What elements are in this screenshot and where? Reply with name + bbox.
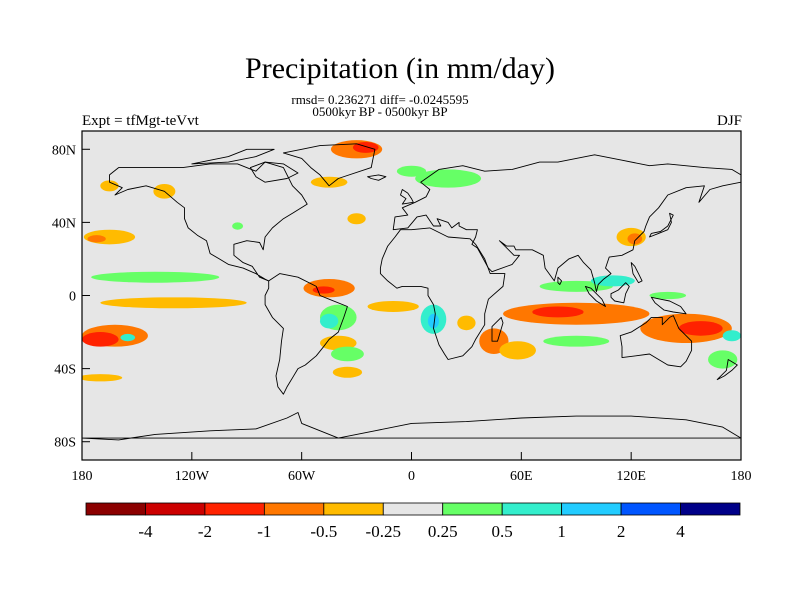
- season-label: DJF: [716, 113, 742, 129]
- anomaly-s-africa-neg: [457, 315, 476, 331]
- anomaly-layer: [82, 140, 741, 382]
- anomaly-trop-pac-pos: [91, 271, 220, 283]
- x-tick-label: 60E: [510, 469, 533, 484]
- anomaly-sw-pac-pos: [722, 330, 741, 342]
- coastline-africa: [379, 227, 506, 360]
- colorbar-label: 0.25: [428, 522, 458, 541]
- anomaly-trop-pac-neg: [100, 297, 247, 309]
- coastline-japan: [649, 212, 674, 238]
- longitude-axis: 180 120W 60W 0 60E 120E 180: [72, 452, 752, 484]
- x-tick-label: 180: [731, 469, 752, 484]
- anomaly-n-atlantic-neg: [310, 176, 348, 188]
- anomaly-antarctic-neg: [82, 374, 123, 382]
- coastline-layer: [82, 143, 741, 441]
- colorbar-swatch: [620, 502, 681, 516]
- y-tick-label: 0: [69, 290, 76, 305]
- coastline-eurasia: [392, 154, 741, 293]
- x-tick-label: 180: [72, 469, 93, 484]
- colorbar-label: 2: [617, 522, 626, 541]
- colorbar-swatch: [263, 502, 325, 516]
- coastline-australia: [619, 315, 693, 368]
- x-tick-label: 120W: [175, 469, 210, 484]
- y-tick-label: 80N: [52, 143, 76, 158]
- colorbar-swatch: [382, 502, 444, 516]
- coastline-sri-lanka: [557, 276, 563, 285]
- anomaly-s-pac-pos: [120, 333, 136, 342]
- x-tick-label: 120E: [616, 469, 646, 484]
- latitude-axis: 80N 40N 0 40S 80S: [52, 143, 90, 451]
- experiment-label: Expt = tfMgt-teVvt: [82, 113, 199, 129]
- coastline-new-guinea: [650, 296, 687, 315]
- y-tick-label: 80S: [54, 436, 76, 451]
- coastline-new-zealand: [716, 359, 738, 381]
- coastline-uk: [400, 189, 414, 205]
- map-background: [82, 131, 741, 460]
- anomaly-patagonia-neg: [332, 366, 363, 378]
- stats-line-2: 0500kyr BP - 0500kyr BP: [312, 104, 448, 119]
- anomaly-s-atlantic-pos: [330, 346, 364, 362]
- colorbar-label: 0.5: [492, 522, 513, 541]
- coastline-madagascar: [491, 316, 504, 342]
- colorbar-label: -0.5: [310, 522, 337, 541]
- colorbar-label: -0.25: [366, 522, 401, 541]
- colorbar-label: 4: [676, 522, 685, 541]
- colorbar-label: 1: [557, 522, 566, 541]
- coastline-arctic-islands: [191, 148, 275, 165]
- coastline-philippines: [630, 262, 643, 284]
- anomaly-s-pac-core: [82, 332, 119, 347]
- colorbar-swatch: [204, 502, 265, 516]
- colorbar-swatch: [323, 502, 384, 516]
- anomaly-india-pos: [590, 275, 635, 287]
- colorbar-label: -1: [257, 522, 271, 541]
- anomaly-na-pos: [232, 222, 244, 230]
- coastline-antarctica: [82, 412, 741, 441]
- chart-title: Precipitation (in mm/day): [245, 52, 555, 85]
- coastline-greenland: [282, 143, 376, 187]
- anomaly-sw-indian-neg: [499, 341, 536, 360]
- coastline-north-america: [109, 161, 308, 282]
- anomaly-ne-pacific-neg: [100, 180, 119, 192]
- anomaly-indian-ocean-core: [532, 306, 584, 318]
- coastline-borneo: [610, 282, 630, 304]
- anomaly-trop-atl-neg: [367, 300, 419, 312]
- colorbar: -4 -2 -1 -0.5 -0.25 0.25 0.5 1 2 4: [85, 502, 741, 541]
- y-tick-label: 40S: [54, 363, 76, 378]
- anomaly-n-pacific-core: [87, 235, 106, 243]
- anomaly-brazil-core: [319, 313, 339, 329]
- coastline-sumatra: [584, 285, 606, 307]
- anomaly-australia-core: [678, 321, 723, 336]
- anomaly-congo-core: [427, 313, 439, 329]
- anomaly-mid-atlantic-neg: [347, 213, 366, 225]
- anomaly-se-aus-pos: [708, 350, 738, 369]
- anomaly-china-core: [627, 233, 643, 245]
- anomaly-pac-pos: [649, 291, 687, 300]
- colorbar-label: -2: [198, 522, 212, 541]
- coastline-baffin: [249, 161, 299, 183]
- coastline-south-america: [264, 273, 348, 395]
- stats-line-1: rmsd= 0.236271 diff= -0.0245595: [291, 92, 469, 107]
- colorbar-swatch: [501, 502, 563, 516]
- stats-block: rmsd= 0.236271 diff= -0.0245595 0500kyr …: [0, 92, 760, 119]
- coastline-iceland: [367, 174, 387, 181]
- x-tick-label: 60W: [288, 469, 316, 484]
- colorbar-swatch: [85, 502, 146, 516]
- colorbar-swatch: [145, 502, 206, 516]
- colorbar-swatch: [442, 502, 503, 516]
- y-tick-label: 40N: [52, 216, 76, 231]
- anomaly-scandinavia-pos: [396, 165, 427, 177]
- anomaly-indian-pos-south: [543, 335, 610, 347]
- colorbar-swatch: [561, 502, 622, 516]
- x-tick-label: 0: [408, 469, 415, 484]
- anomaly-amazon-core: [312, 286, 335, 294]
- anomaly-eurasia-pos: [415, 169, 482, 188]
- colorbar-label: -4: [138, 522, 153, 541]
- colorbar-swatch: [680, 502, 741, 516]
